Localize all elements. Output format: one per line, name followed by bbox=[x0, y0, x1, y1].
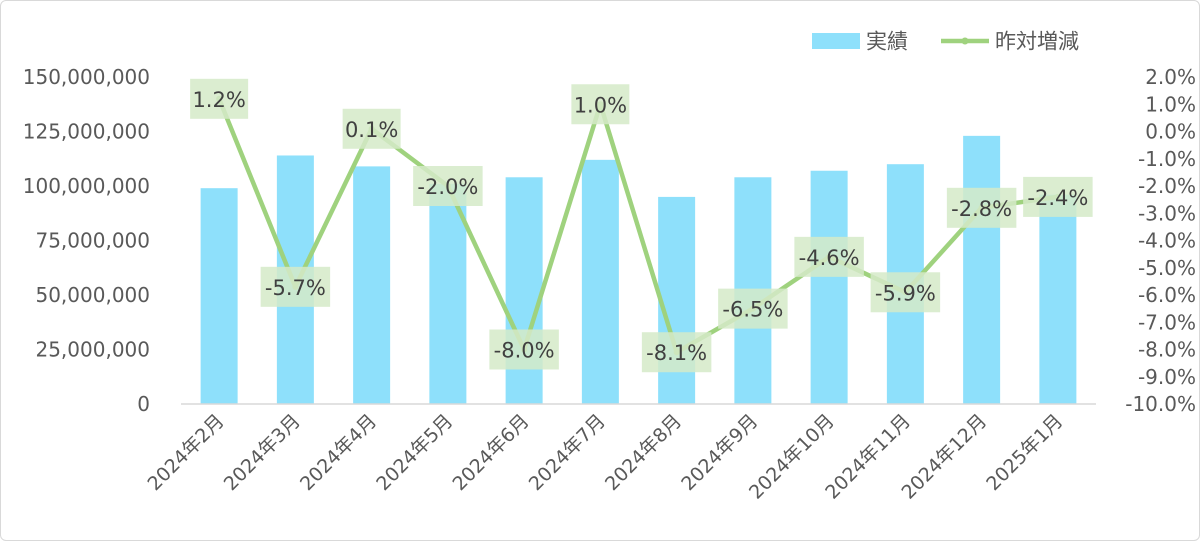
right-tick-label: -10.0% bbox=[1125, 392, 1196, 416]
data-label-box bbox=[190, 78, 249, 119]
legend-label-bar: 実績 bbox=[866, 30, 908, 54]
right-tick-label: -2.0% bbox=[1138, 174, 1196, 198]
data-label-box bbox=[260, 266, 331, 307]
x-tick-label: 2024年2月 bbox=[143, 410, 228, 495]
data-label-box bbox=[718, 288, 788, 329]
right-tick-label: -1.0% bbox=[1138, 147, 1196, 171]
left-tick-label: 100,000,000 bbox=[23, 174, 150, 198]
data-label-8: -4.6% bbox=[794, 236, 864, 277]
right-tick-label: -8.0% bbox=[1138, 338, 1196, 362]
right-tick-label: -7.0% bbox=[1138, 310, 1196, 334]
data-label-text: 1.2% bbox=[192, 88, 245, 112]
x-tick-label: 2024年5月 bbox=[372, 410, 457, 495]
data-label-box bbox=[641, 332, 712, 373]
data-label-9: -5.9% bbox=[870, 272, 941, 313]
x-tick-label: 2024年6月 bbox=[448, 410, 533, 495]
bar-3 bbox=[429, 183, 467, 404]
right-tick-label: 1.0% bbox=[1145, 92, 1196, 116]
data-label-box bbox=[870, 272, 941, 313]
data-label-box bbox=[946, 187, 1017, 228]
bar-10 bbox=[963, 135, 1001, 405]
data-label-box bbox=[794, 236, 864, 277]
data-label-3: -2.0% bbox=[413, 166, 483, 206]
right-tick-label: 0.0% bbox=[1145, 120, 1196, 144]
right-tick-label: -6.0% bbox=[1138, 283, 1196, 307]
left-tick-label: 0 bbox=[137, 392, 150, 416]
left-tick-label: 50,000,000 bbox=[35, 283, 150, 307]
legend-swatch-marker bbox=[961, 37, 969, 45]
x-tick-label: 2024年4月 bbox=[296, 410, 381, 495]
data-label-box bbox=[342, 108, 401, 149]
right-tick-label: -5.0% bbox=[1138, 256, 1196, 280]
data-label-4: -8.0% bbox=[489, 329, 559, 370]
legend-swatch-bar bbox=[812, 33, 860, 49]
data-label-5: 1.0% bbox=[571, 84, 630, 125]
legend: 実績 昨対増減 bbox=[812, 30, 1079, 54]
right-tick-label: 2.0% bbox=[1145, 65, 1196, 89]
data-label-text: -5.9% bbox=[875, 281, 936, 305]
data-label-box bbox=[571, 84, 630, 125]
left-tick-label: 125,000,000 bbox=[23, 120, 150, 144]
bar-8 bbox=[810, 170, 848, 404]
legend-label-line: 昨対増減 bbox=[995, 30, 1079, 54]
bar-series bbox=[200, 135, 1077, 405]
data-label-text: -8.1% bbox=[646, 341, 707, 365]
left-y-axis: 0 25,000,000 50,000,000 75,000,000 100,000,0… bbox=[23, 65, 150, 416]
left-tick-label: 25,000,000 bbox=[35, 338, 150, 362]
x-tick-label: 2024年3月 bbox=[220, 410, 305, 495]
data-label-box bbox=[413, 166, 483, 206]
right-tick-label: -3.0% bbox=[1138, 201, 1196, 225]
right-tick-label: -4.0% bbox=[1138, 229, 1196, 253]
data-label-box bbox=[1023, 176, 1093, 217]
bar-11 bbox=[1039, 194, 1077, 404]
bar-0 bbox=[200, 188, 238, 404]
data-label-1: -5.7% bbox=[260, 266, 331, 307]
data-label-6: -8.1% bbox=[641, 332, 712, 373]
x-tick-label: 2025年1月 bbox=[982, 410, 1067, 495]
data-label-text: -2.8% bbox=[951, 197, 1012, 221]
left-tick-label: 150,000,000 bbox=[23, 65, 150, 89]
data-label-11: -2.4% bbox=[1023, 176, 1093, 217]
right-tick-label: -9.0% bbox=[1138, 365, 1196, 389]
x-tick-label: 2024年8月 bbox=[601, 410, 686, 495]
data-label-text: 0.1% bbox=[345, 118, 398, 142]
bar-5 bbox=[581, 159, 619, 404]
data-label-7: -6.5% bbox=[718, 288, 788, 329]
bar-6 bbox=[658, 196, 696, 404]
data-label-text: 1.0% bbox=[574, 93, 627, 117]
data-labels: 1.2% -5.7% 0.1% -2.0% -8.0% 1.0% -8.1% -6.5% -4.… bbox=[190, 78, 1093, 373]
data-label-2: 0.1% bbox=[342, 108, 401, 149]
data-label-0: 1.2% bbox=[190, 78, 249, 119]
data-label-text: -8.0% bbox=[494, 339, 555, 363]
left-tick-label: 75,000,000 bbox=[35, 229, 150, 253]
data-label-text: -4.6% bbox=[799, 246, 860, 270]
bar-4 bbox=[505, 177, 543, 404]
data-label-box bbox=[489, 329, 559, 370]
bar-2 bbox=[353, 166, 391, 404]
data-label-text: -5.7% bbox=[265, 276, 326, 300]
data-label-text: -2.4% bbox=[1027, 186, 1088, 210]
data-label-text: -2.0% bbox=[417, 175, 478, 199]
x-tick-label: 2024年7月 bbox=[525, 410, 610, 495]
x-axis: 2024年2月2024年3月2024年4月2024年5月2024年6月2024年… bbox=[143, 410, 1067, 504]
data-label-text: -6.5% bbox=[722, 298, 783, 322]
right-y-axis: 2.0% 1.0% 0.0% -1.0% -2.0% -3.0% -4.0% -5.0% -6.… bbox=[1125, 65, 1196, 416]
data-label-10: -2.8% bbox=[946, 187, 1017, 228]
